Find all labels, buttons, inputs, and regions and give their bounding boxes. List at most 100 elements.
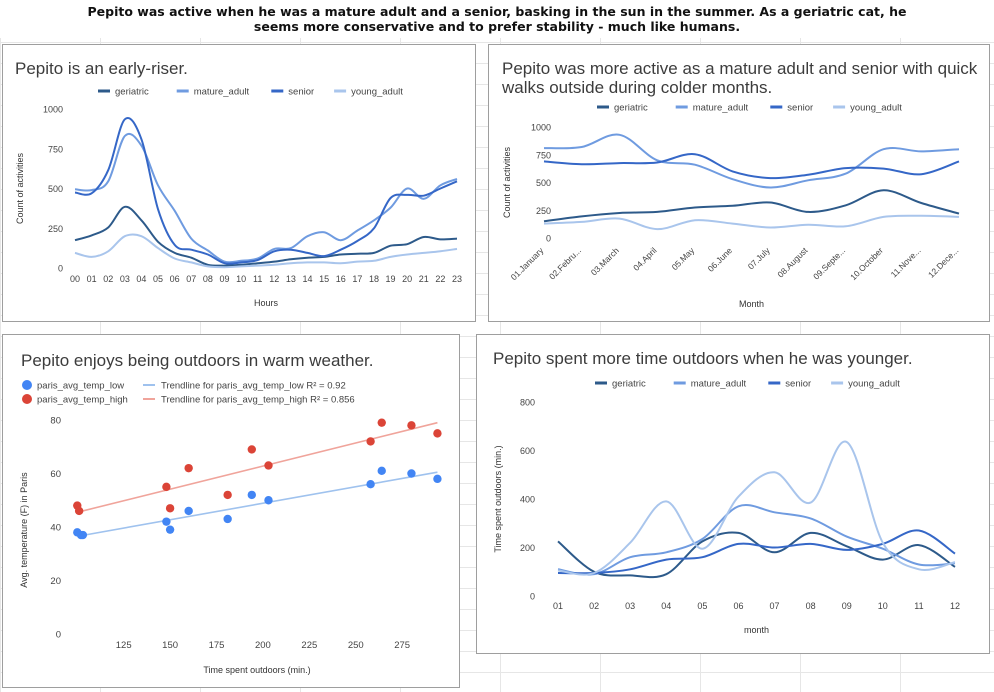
x-tick-label: 200 — [255, 640, 271, 651]
x-tick-label: 05 — [697, 601, 707, 611]
legend-label: paris_avg_temp_low — [37, 381, 124, 392]
x-tick-label: 09 — [842, 601, 852, 611]
x-tick-label: 150 — [162, 640, 178, 651]
legend-label: mature_adult — [693, 103, 749, 114]
y-axis-title: Count of activities — [15, 152, 25, 224]
data-point-paris_avg_temp_high — [407, 421, 416, 430]
data-point-paris_avg_temp_high — [162, 482, 171, 492]
y-tick-label: 0 — [546, 234, 551, 244]
legend-swatch — [22, 380, 32, 390]
x-tick-label: 18 — [369, 274, 379, 284]
data-point-paris_avg_temp_low — [433, 474, 442, 484]
x-tick-label: 06 — [170, 274, 180, 284]
x-axis-title: Time spent outdoors (min.) — [203, 665, 310, 675]
chart-title: Pepito spent more time outdoors when he … — [493, 349, 913, 368]
data-point-paris_avg_temp_high — [264, 461, 273, 470]
x-tick-label: 01.January — [509, 245, 546, 282]
x-tick-label: 07.July — [746, 245, 773, 272]
legend-label: Trendline for paris_avg_temp_low R² = 0.… — [161, 381, 346, 392]
y-tick-label: 40 — [50, 523, 61, 534]
x-tick-label: 22 — [435, 274, 445, 284]
chart-title: Pepito enjoys being outdoors in warm wea… — [21, 351, 374, 370]
legend-label: geriatric — [115, 87, 149, 98]
x-tick-label: 05.May — [670, 245, 697, 272]
x-tick-label: 12.Dece... — [926, 245, 960, 279]
x-tick-label: 16 — [336, 274, 346, 284]
x-tick-label: 12 — [269, 274, 279, 284]
series-line-geriatric — [543, 189, 960, 223]
series-line-senior — [557, 529, 956, 575]
series-line-young_adult — [557, 440, 956, 576]
chart-months: geriatric mature_adult senior young_adult02… — [502, 103, 960, 310]
x-tick-label: 11 — [253, 274, 262, 284]
chart-outdoors: geriatric mature_adult senior young_adult02… — [493, 379, 960, 636]
y-tick-label: 800 — [520, 398, 535, 408]
x-tick-label: 20 — [402, 274, 412, 284]
legend-label: geriatric — [612, 379, 646, 390]
y-tick-label: 750 — [48, 144, 63, 154]
legend-label: senior — [787, 103, 813, 114]
x-tick-label: 08 — [806, 601, 816, 611]
y-tick-label: 200 — [520, 543, 535, 553]
x-tick-label: 13 — [286, 274, 296, 284]
y-tick-label: 1000 — [531, 123, 551, 133]
y-axis-title: Count of activities — [502, 146, 512, 218]
x-tick-label: 10 — [878, 601, 888, 611]
x-tick-label: 08 — [203, 274, 213, 284]
x-tick-label: 02.Febru... — [547, 245, 583, 281]
x-tick-label: 02 — [589, 601, 599, 611]
x-tick-label: 14 — [303, 274, 313, 284]
x-tick-label: 04.April — [631, 245, 659, 273]
data-point-paris_avg_temp_low — [377, 466, 386, 476]
x-tick-label: 15 — [319, 274, 329, 284]
x-tick-label: 10 — [236, 274, 246, 284]
x-tick-label: 08.August — [775, 245, 810, 280]
page-banner: Pepito was active when he was a mature a… — [0, 0, 994, 38]
x-tick-label: 11 — [914, 601, 923, 611]
data-point-paris_avg_temp_high — [433, 429, 442, 438]
legend-label: young_adult — [850, 103, 902, 114]
x-tick-label: 11.Nove... — [889, 245, 923, 279]
chart-panel-outdoors: Pepito spent more time outdoors when he … — [476, 334, 990, 654]
legend-label: young_adult — [351, 87, 403, 98]
y-tick-label: 20 — [50, 576, 61, 587]
legend-label: senior — [288, 87, 314, 98]
x-tick-label: 125 — [116, 640, 132, 651]
x-tick-label: 07 — [186, 274, 196, 284]
data-point-paris_avg_temp_high — [247, 445, 256, 454]
x-tick-label: 250 — [348, 640, 364, 651]
legend-label: young_adult — [848, 379, 900, 390]
data-point-paris_avg_temp_low — [247, 490, 256, 500]
y-axis-title: Time spent outdoors (min.) — [493, 445, 503, 552]
x-tick-label: 09.Septe... — [811, 245, 847, 281]
legend-label: senior — [785, 379, 811, 390]
y-tick-label: 250 — [48, 224, 63, 234]
data-point-paris_avg_temp_low — [223, 514, 232, 524]
x-tick-label: 07 — [770, 601, 780, 611]
x-tick-label: 21 — [419, 274, 429, 284]
x-axis-title: month — [744, 625, 769, 635]
y-axis-title: Avg. temperature (F) in Paris — [19, 472, 29, 588]
y-tick-label: 80 — [50, 416, 61, 427]
y-tick-label: 600 — [520, 446, 535, 456]
series-line-senior — [74, 117, 458, 265]
series-line-young_adult — [543, 214, 960, 231]
x-tick-label: 00 — [70, 274, 80, 284]
x-tick-label: 23 — [452, 274, 462, 284]
chart-panel-temperature: Pepito enjoys being outdoors in warm wea… — [2, 334, 460, 688]
x-tick-label: 04 — [661, 601, 671, 611]
y-tick-label: 250 — [536, 206, 551, 216]
x-tick-label: 06.June — [706, 245, 735, 274]
series-line-mature_adult — [74, 132, 458, 264]
chart-temperature: paris_avg_temp_low paris_avg_temp_high Tre… — [19, 380, 442, 675]
trendline — [77, 471, 438, 538]
y-tick-label: 0 — [56, 630, 61, 641]
series-line-senior — [543, 153, 960, 180]
legend-label: mature_adult — [691, 379, 747, 390]
y-tick-label: 0 — [530, 592, 535, 602]
banner-line-1: Pepito was active when he was a mature a… — [87, 4, 907, 19]
legend-swatch — [22, 394, 32, 404]
y-tick-label: 750 — [536, 150, 551, 160]
legend-label: mature_adult — [194, 87, 250, 98]
x-tick-label: 02 — [103, 274, 113, 284]
